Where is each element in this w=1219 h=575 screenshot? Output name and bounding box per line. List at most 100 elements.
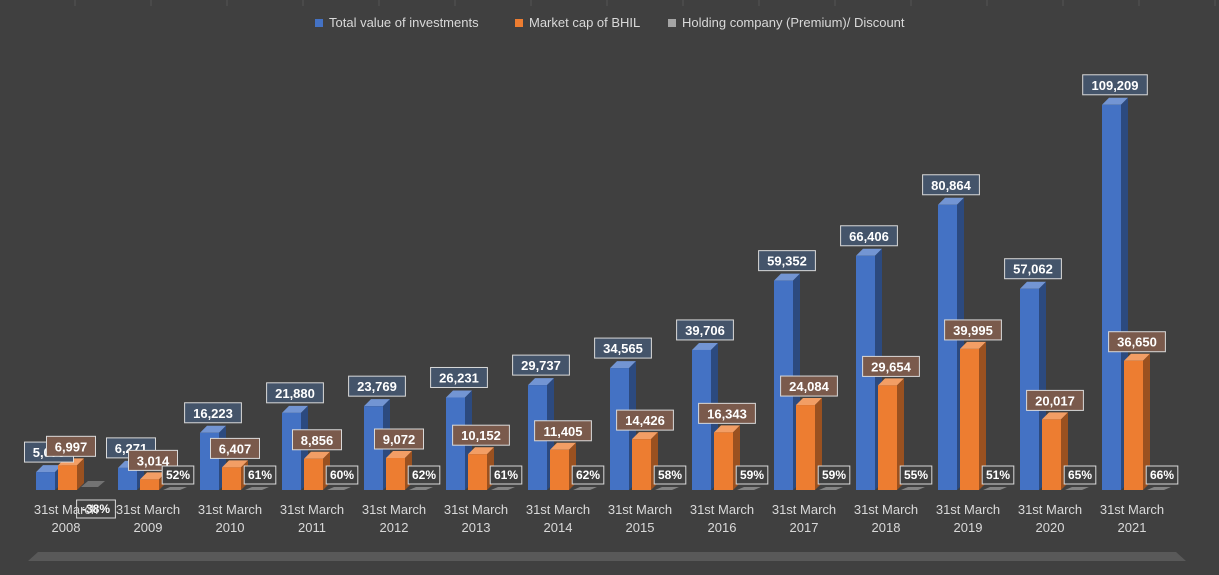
bar-total-investments-front xyxy=(1020,288,1039,490)
floor-plane xyxy=(28,552,1186,561)
bar-total-investments-top xyxy=(36,465,62,473)
label-total-investments-box xyxy=(594,337,652,359)
label-total-investments-text: 29,737 xyxy=(521,358,561,373)
x-tick-label: 31st March 2018 xyxy=(854,502,918,535)
x-tick-label: 31st March 2013 xyxy=(444,502,508,535)
label-total-investments: 21,880 xyxy=(266,382,324,404)
bar-market-cap-front xyxy=(878,385,897,490)
label-market-cap: 11,405 xyxy=(534,420,592,442)
label-premium-discount-text: 61% xyxy=(494,468,518,482)
bar-market-cap-top xyxy=(1124,353,1150,361)
label-market-cap: 24,084 xyxy=(780,375,838,397)
label-premium-discount-text: 58% xyxy=(658,468,682,482)
bar-premium-discount xyxy=(491,487,515,490)
bar-total-investments-front xyxy=(1102,104,1121,490)
legend-item: Holding company (Premium)/ Discount xyxy=(668,15,905,30)
bar-market-cap-front xyxy=(140,479,159,490)
bar-market-cap-top xyxy=(1042,412,1068,420)
label-total-investments-text: 39,706 xyxy=(685,323,725,338)
label-market-cap-text: 36,650 xyxy=(1117,335,1157,350)
label-premium-discount-box xyxy=(407,465,441,485)
label-total-investments-box xyxy=(266,382,324,404)
label-premium-discount-box xyxy=(1145,465,1179,485)
label-premium-discount: 52% xyxy=(161,465,195,485)
bar-total-investments-top xyxy=(364,399,390,407)
label-market-cap-box xyxy=(210,437,260,459)
bar-market-cap-front xyxy=(222,467,241,490)
bar-premium-discount xyxy=(737,487,761,490)
label-premium-discount: 58% xyxy=(653,465,687,485)
x-tick-label: 31st March 2014 xyxy=(526,502,590,535)
label-market-cap-text: 6,407 xyxy=(219,441,252,456)
bar-premium-discount xyxy=(163,487,187,490)
label-total-investments-text: 16,223 xyxy=(193,406,233,421)
label-premium-discount: 61% xyxy=(243,465,277,485)
bar-premium-discount xyxy=(901,487,925,490)
bar-market-cap-front xyxy=(960,348,979,490)
label-premium-discount: 61% xyxy=(489,465,523,485)
bar-premium-discount xyxy=(1147,487,1171,490)
x-tick-label: 31st March 2020 xyxy=(1018,502,1082,535)
legend-label: Total value of investments xyxy=(329,15,479,30)
bars xyxy=(36,97,1171,490)
label-total-investments: 16,223 xyxy=(184,402,242,424)
bar-premium-discount xyxy=(573,487,597,490)
legend-item: Total value of investments xyxy=(315,15,479,30)
bar-total-investments-top xyxy=(528,378,554,386)
label-market-cap: 8,856 xyxy=(292,429,342,451)
label-total-investments: 23,769 xyxy=(348,375,406,397)
label-premium-discount-text: 52% xyxy=(166,468,190,482)
label-market-cap-box xyxy=(128,449,178,471)
label-market-cap: 3,014 xyxy=(128,449,178,471)
bar-total-investments-top xyxy=(774,273,800,281)
label-market-cap-box xyxy=(862,355,920,377)
label-premium-discount: 59% xyxy=(735,465,769,485)
label-total-investments: 26,231 xyxy=(430,366,488,388)
legend-swatch xyxy=(515,19,523,27)
label-total-investments-box xyxy=(430,366,488,388)
label-total-investments: 57,062 xyxy=(1004,258,1062,280)
label-market-cap: 10,152 xyxy=(452,424,510,446)
x-tick-label: 31st March 2016 xyxy=(690,502,754,535)
legend-label: Holding company (Premium)/ Discount xyxy=(682,15,905,30)
bar-total-investments xyxy=(1102,97,1128,490)
label-total-investments-box xyxy=(758,250,816,272)
bar-market-cap-front xyxy=(714,432,733,490)
bar-total-investments-top xyxy=(692,342,718,350)
label-total-investments-text: 59,352 xyxy=(767,254,807,269)
label-market-cap: 39,995 xyxy=(944,319,1002,341)
bar-total-investments-front xyxy=(282,412,301,490)
label-market-cap: 36,650 xyxy=(1108,331,1166,353)
label-total-investments-text: 80,864 xyxy=(931,178,972,193)
label-total-investments-box xyxy=(1082,74,1148,96)
label-market-cap: 29,654 xyxy=(862,355,920,377)
bar-market-cap-top xyxy=(304,451,330,459)
legend-label: Market cap of BHIL xyxy=(529,15,640,30)
label-market-cap-box xyxy=(1108,331,1166,353)
label-market-cap: 14,426 xyxy=(616,409,674,431)
label-total-investments: 109,209 xyxy=(1082,74,1148,96)
bar-market-cap-front xyxy=(304,458,323,490)
bar-total-investments-top xyxy=(200,425,226,433)
label-total-investments: 66,406 xyxy=(840,225,898,247)
bar-market-cap-front xyxy=(796,405,815,490)
label-premium-discount: 66% xyxy=(1145,465,1179,485)
bar-total-investments-front xyxy=(118,467,137,490)
bar-market-cap xyxy=(1124,353,1150,490)
bar-market-cap-front xyxy=(58,465,77,490)
bar-market-cap-front xyxy=(550,449,569,490)
label-market-cap: 16,343 xyxy=(698,402,756,424)
label-premium-discount-box xyxy=(899,465,933,485)
label-market-cap-box xyxy=(452,424,510,446)
bar-total-investments-top xyxy=(938,197,964,205)
label-market-cap-text: 9,072 xyxy=(383,432,416,447)
bar-total-investments-top xyxy=(282,405,308,413)
label-market-cap-box xyxy=(698,402,756,424)
bar-market-cap-front xyxy=(386,458,405,490)
bar-premium-discount xyxy=(655,487,679,490)
label-total-investments: 29,737 xyxy=(512,354,570,376)
bar-total-investments-front xyxy=(364,406,383,490)
label-market-cap-text: 6,997 xyxy=(55,439,88,454)
